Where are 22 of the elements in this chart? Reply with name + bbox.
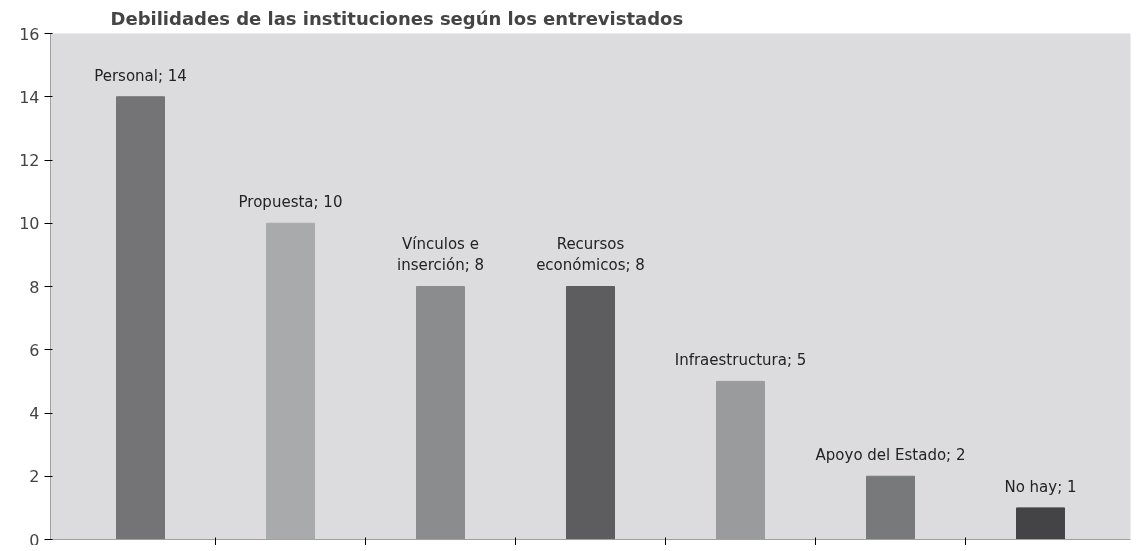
bar: [416, 286, 465, 540]
chart-title: Debilidades de las instituciones según los entrevistados: [110, 7, 684, 29]
y-tick-label: 16: [19, 24, 40, 44]
data-label: Infraestructura; 5: [674, 351, 807, 370]
data-label: Personal; 14: [94, 66, 187, 85]
y-tick-label: 12: [19, 151, 40, 170]
bar: [866, 475, 915, 540]
y-tick-label: 2: [29, 467, 40, 487]
y-tick-label: 14: [19, 87, 40, 107]
data-label: Recursos económicos; 8: [536, 234, 645, 275]
data-label: No hay; 1: [1004, 477, 1077, 496]
y-tick-label: 8: [29, 277, 40, 297]
y-tick-label: 0: [29, 530, 40, 550]
data-label: Propuesta; 10: [238, 193, 343, 212]
y-tick-label: 4: [29, 404, 40, 423]
data-label: Vínculos e inserción; 8: [396, 234, 485, 275]
bar: [566, 286, 615, 540]
bar: [116, 96, 165, 540]
bar: [1016, 507, 1065, 540]
y-tick-label: 6: [29, 340, 40, 360]
y-tick-label: 10: [19, 214, 40, 234]
data-label: Apoyo del Estado; 2: [815, 446, 966, 465]
